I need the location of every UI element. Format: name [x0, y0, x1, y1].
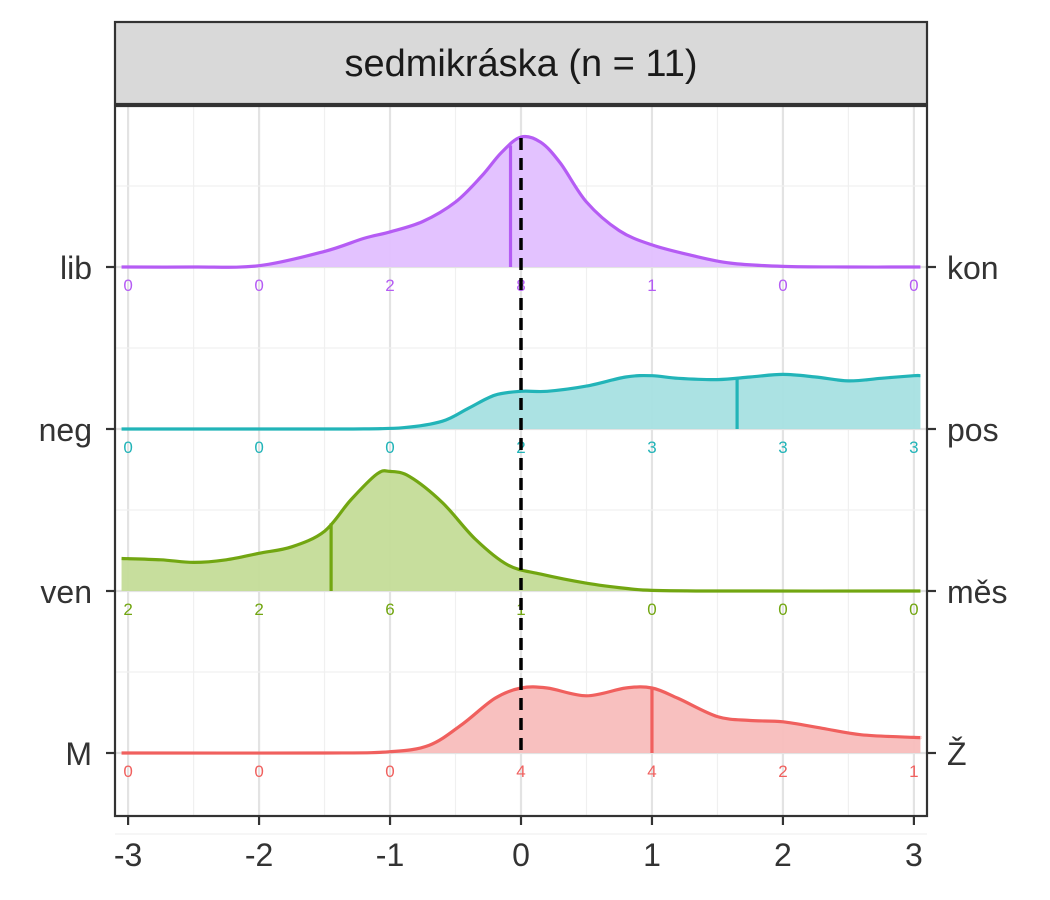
density-line	[121, 134, 921, 269]
chart-title: sedmikráska (n = 11)	[344, 43, 697, 85]
left-tick-label: lib	[60, 250, 92, 286]
count-label: 2	[385, 276, 394, 295]
right-tick-label: Ž	[947, 736, 967, 772]
count-label: 0	[647, 600, 656, 619]
count-label: 2	[778, 762, 787, 781]
count-label: 4	[516, 762, 525, 781]
right-tick-label: pos	[947, 412, 999, 448]
count-label: 0	[909, 276, 918, 295]
density-line	[121, 685, 923, 755]
count-label: 6	[385, 600, 394, 619]
left-axis: lib neg ven M	[39, 250, 115, 772]
right-axis: kon pos měs Ž	[927, 250, 1007, 772]
count-label: 1	[647, 276, 656, 295]
density-line	[121, 372, 921, 431]
x-tick-label: 3	[905, 837, 923, 873]
count-label: 4	[647, 762, 656, 781]
count-label: 0	[123, 438, 132, 457]
count-label: 2	[123, 600, 132, 619]
count-label: 1	[909, 762, 918, 781]
count-label: 2	[254, 600, 263, 619]
density-line	[121, 469, 921, 593]
density-area	[121, 470, 921, 592]
x-tick-label: 2	[774, 837, 792, 873]
count-label: 0	[778, 276, 787, 295]
strip-header: sedmikráska (n = 11)	[113, 20, 929, 106]
x-tick-label: -3	[114, 837, 142, 873]
right-tick-label: kon	[947, 250, 999, 286]
strip-background	[113, 20, 929, 106]
count-label: 0	[909, 600, 918, 619]
count-label: 3	[647, 438, 656, 457]
x-tick-label: -1	[376, 837, 404, 873]
count-label: 0	[385, 762, 394, 781]
count-label: 3	[909, 438, 918, 457]
x-axis: -3 -2 -1 0 1 2 3	[114, 816, 923, 873]
count-label: 0	[123, 276, 132, 295]
count-label: 3	[778, 438, 787, 457]
count-label: 0	[123, 762, 132, 781]
x-tick-label: 0	[512, 837, 530, 873]
right-tick-label: měs	[947, 574, 1007, 610]
left-tick-label: neg	[39, 412, 92, 448]
count-label: 0	[385, 438, 394, 457]
count-label: 0	[254, 762, 263, 781]
x-tick-label: 1	[643, 837, 661, 873]
count-label: 0	[778, 600, 787, 619]
left-tick-label: M	[65, 736, 92, 772]
left-tick-label: ven	[40, 574, 92, 610]
count-label: 0	[254, 276, 263, 295]
x-tick-label: -2	[245, 837, 273, 873]
count-label: 0	[254, 438, 263, 457]
